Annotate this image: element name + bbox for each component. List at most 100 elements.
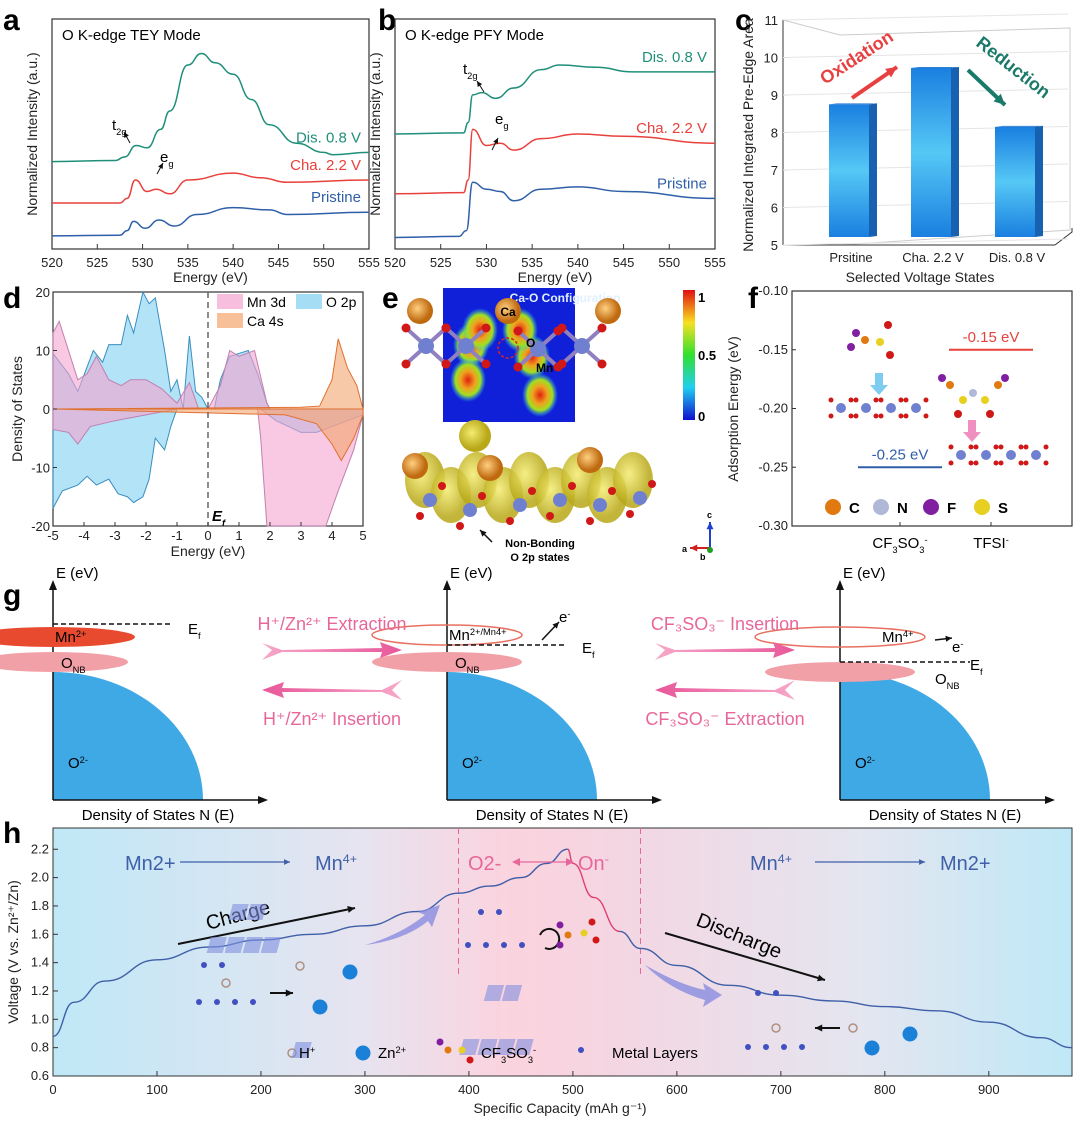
dos-axis-label-1: Density of States N (E): [476, 807, 629, 824]
o-atom: [853, 413, 859, 419]
electron-label-2-part: e: [952, 639, 960, 656]
molecule-atom: [876, 338, 884, 346]
mn-atom: [553, 493, 567, 507]
colorbar-mid: 0.5: [698, 348, 716, 363]
fermi-label-0-part: f: [198, 631, 201, 641]
t2g-label-part: t: [112, 117, 117, 134]
y-axis-label-f: Adsorption Energy (eV): [725, 336, 741, 482]
ca-atom: [477, 455, 503, 481]
o-atom: [828, 413, 834, 419]
process-label-bottom-1: CF₃SO₃⁻ Extraction: [645, 709, 804, 729]
legend-swatch-o2p: [296, 294, 322, 309]
ca-label: Ca: [500, 305, 516, 319]
o-atom: [648, 480, 656, 488]
series-label-cha: Cha. 2.2 V: [636, 120, 707, 137]
y-tick-label: 1.8: [31, 898, 49, 913]
y-tick-label: 2.2: [31, 841, 49, 856]
fermi-label-2-part: f: [980, 667, 983, 677]
y-tick-label: 0: [43, 402, 50, 417]
mn-state-label-1-part: 2+/Mn4+: [470, 627, 507, 637]
x-tick-label: Cha. 2.2 V: [902, 250, 964, 265]
mn4-label-right-part: Mn: [750, 853, 778, 875]
metal-layer: [242, 937, 263, 953]
o2p-states-label: O 2p states: [510, 552, 569, 564]
energy-axis-arrow-2: [836, 580, 844, 590]
series-label-cha: Cha. 2.2 V: [290, 157, 361, 174]
mn-label: Mn: [536, 361, 553, 375]
dos-axis-label-2: Density of States N (E): [869, 807, 1022, 824]
x-tick-label: 555: [358, 255, 380, 270]
axis-b-label: b: [700, 552, 706, 562]
mn-atom: [593, 498, 607, 512]
cf3so3-atom: [556, 921, 564, 929]
plot-frame-a: [51, 18, 370, 250]
metal-layer: [495, 1039, 516, 1055]
extraction-arrow-head: [815, 1024, 823, 1032]
fermi-label-2-part: E: [970, 657, 980, 674]
o-atom: [898, 397, 904, 403]
series-line-dis: [394, 64, 715, 135]
y-tick-label: 11: [765, 13, 779, 28]
fermi-label: Ef: [212, 508, 226, 528]
o-atom: [626, 510, 634, 518]
metal-layer: [501, 985, 523, 1001]
metal-layer: [260, 937, 281, 953]
molecule-atom: [852, 329, 860, 337]
x-tick-label: 545: [613, 255, 635, 270]
dos-area-ca4s-down: [52, 408, 364, 462]
charge-arrow: [177, 907, 356, 945]
x-tick-label: Dis. 0.8 V: [989, 250, 1046, 265]
x-tick-label: 520: [41, 255, 63, 270]
metal-layer-atom: [781, 1044, 787, 1050]
series-line-cha: [394, 128, 716, 195]
chart-title-a: O K-edge TEY Mode: [62, 27, 201, 44]
y-tick-label: 5: [771, 238, 778, 253]
molecule-atom: [938, 374, 946, 382]
mn-atom: [861, 403, 871, 413]
o2-label-0: O2-: [68, 755, 88, 772]
y-tick-label: 1.0: [31, 1011, 49, 1026]
y-axis-label-a: Normalized Intensity (a.u.): [24, 52, 40, 215]
metal-layer-atom: [755, 990, 761, 996]
ca-atom: [577, 447, 603, 473]
eg-label-part: e: [160, 149, 168, 166]
o-atom: [853, 397, 859, 403]
mn-state-label-1: Mn2+/Mn4+: [449, 627, 507, 644]
metal-layer-atom: [201, 962, 207, 968]
t2g-label: t2g: [112, 117, 127, 137]
metal-layer-atom: [465, 942, 471, 948]
o-atom: [993, 444, 999, 450]
o-label: O: [526, 336, 535, 350]
o2-label-0-part: O: [68, 755, 80, 772]
x-tick-label: 0: [204, 528, 211, 543]
oxidation-label: Oxidation: [816, 26, 897, 88]
dos-area-ca4s-up: [52, 338, 364, 410]
o-atom: [828, 397, 834, 403]
dos-axis-arrow-1: [652, 796, 662, 804]
o-atom: [546, 512, 554, 520]
o-atom: [608, 487, 616, 495]
o2-label-2-part: O: [855, 755, 867, 772]
mn-atom: [574, 338, 590, 354]
metal-layers-legend-icon-atom: [578, 1047, 584, 1053]
metal-layer-atom: [219, 962, 225, 968]
y-tick-label: -0.15: [758, 342, 788, 357]
bar-0: [829, 104, 869, 237]
y-tick-label: -20: [31, 519, 50, 534]
legend-cf3so3-label-part: 3: [501, 1055, 506, 1065]
o-atom: [557, 359, 567, 369]
cf3so3-atom: [556, 941, 564, 949]
y-tick-label: 8: [771, 126, 778, 141]
o-atom: [441, 359, 451, 369]
x-tick-label: 3: [297, 528, 304, 543]
y-tick-label: 0.6: [31, 1068, 49, 1083]
fermi-label-1: Ef: [582, 640, 595, 660]
fermi-label-0-part: E: [188, 621, 198, 638]
x-axis-c-depth: [1054, 228, 1073, 246]
zn-ion: [342, 964, 358, 980]
o-atom: [898, 413, 904, 419]
zn-ion: [312, 999, 328, 1015]
o-atom: [998, 444, 1004, 450]
isosurface-lobe: [459, 420, 491, 452]
